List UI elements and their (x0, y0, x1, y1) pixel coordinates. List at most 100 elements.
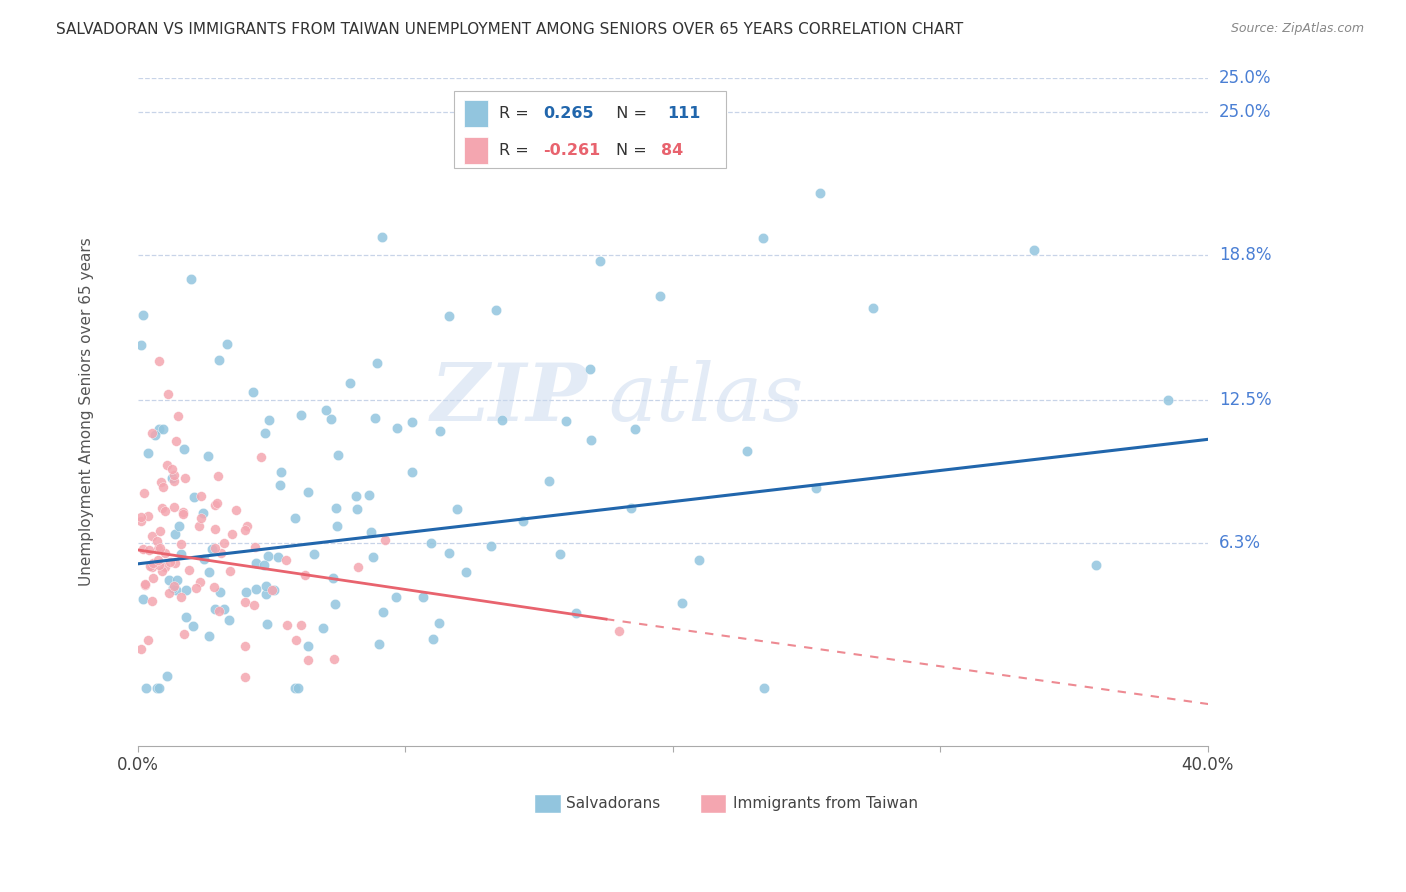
Point (149, 541, 172, 556)
Point (134, 486, 156, 500)
Point (427, 616, 450, 631)
Point (359, 488, 381, 502)
Point (579, 433, 602, 447)
Point (152, 479, 174, 493)
Text: Immigrants from Taiwan: Immigrants from Taiwan (733, 796, 918, 811)
Point (1022, 244, 1045, 258)
Point (132, 592, 155, 607)
Point (221, 526, 243, 541)
Point (165, 434, 187, 448)
Point (254, 587, 277, 601)
Text: R =: R = (499, 144, 533, 159)
Text: 12.5%: 12.5% (1219, 392, 1271, 409)
Point (437, 546, 460, 560)
Point (233, 640, 256, 654)
Point (167, 409, 190, 424)
Point (624, 422, 647, 436)
Point (174, 609, 197, 624)
Point (233, 670, 256, 684)
Point (150, 475, 173, 489)
Point (170, 590, 193, 604)
Point (236, 519, 259, 533)
Point (243, 540, 266, 554)
Point (162, 580, 184, 594)
Point (554, 414, 576, 428)
Point (153, 504, 176, 518)
Point (253, 426, 276, 441)
Point (437, 310, 460, 324)
Point (862, 301, 884, 315)
Point (1085, 558, 1108, 572)
Point (170, 536, 193, 550)
Point (481, 539, 503, 553)
Text: 25.0%: 25.0% (1219, 103, 1271, 121)
Point (412, 590, 434, 604)
Point (197, 449, 219, 463)
Point (208, 604, 231, 618)
Point (173, 627, 195, 641)
Point (201, 541, 224, 556)
Point (157, 586, 180, 600)
Point (156, 387, 179, 401)
Point (166, 573, 188, 587)
Point (148, 558, 170, 572)
Point (688, 552, 710, 566)
Point (148, 553, 170, 567)
Point (429, 424, 451, 438)
Point (186, 581, 208, 595)
Point (671, 596, 693, 610)
Point (183, 490, 205, 504)
Point (190, 489, 212, 503)
Point (146, 681, 169, 696)
Point (284, 511, 307, 525)
Text: atlas: atlas (609, 359, 804, 437)
Point (177, 563, 200, 577)
Point (136, 509, 159, 524)
Point (322, 572, 344, 586)
Point (385, 421, 408, 435)
Point (323, 652, 346, 666)
Point (193, 551, 215, 566)
Point (344, 489, 367, 503)
Point (209, 545, 232, 559)
Point (325, 518, 347, 533)
Point (212, 535, 235, 549)
Point (163, 468, 186, 483)
Point (297, 485, 319, 500)
Point (589, 254, 612, 268)
Point (325, 501, 347, 516)
Point (319, 412, 342, 426)
Point (267, 549, 290, 564)
Point (148, 354, 170, 368)
Point (146, 541, 169, 556)
Point (156, 669, 179, 683)
Point (160, 461, 183, 475)
Text: N =: N = (616, 144, 652, 159)
Point (262, 582, 284, 597)
Bar (464, 137, 488, 164)
Point (193, 506, 215, 520)
Point (235, 585, 257, 599)
Text: -0.261: -0.261 (544, 144, 600, 159)
Point (204, 499, 226, 513)
Point (174, 582, 197, 597)
FancyBboxPatch shape (454, 91, 727, 168)
Point (163, 526, 186, 541)
Point (162, 471, 184, 485)
Point (323, 597, 346, 611)
Point (150, 500, 173, 515)
Point (374, 533, 396, 547)
Point (205, 496, 228, 510)
Point (135, 681, 157, 696)
Point (165, 556, 187, 570)
Point (149, 524, 172, 539)
Point (1156, 393, 1178, 408)
Text: 6.3%: 6.3% (1219, 534, 1261, 552)
Point (180, 272, 202, 286)
Point (360, 524, 382, 539)
Point (207, 469, 229, 483)
Point (512, 514, 534, 528)
Point (735, 444, 758, 458)
Point (208, 352, 231, 367)
Text: 111: 111 (668, 106, 702, 121)
